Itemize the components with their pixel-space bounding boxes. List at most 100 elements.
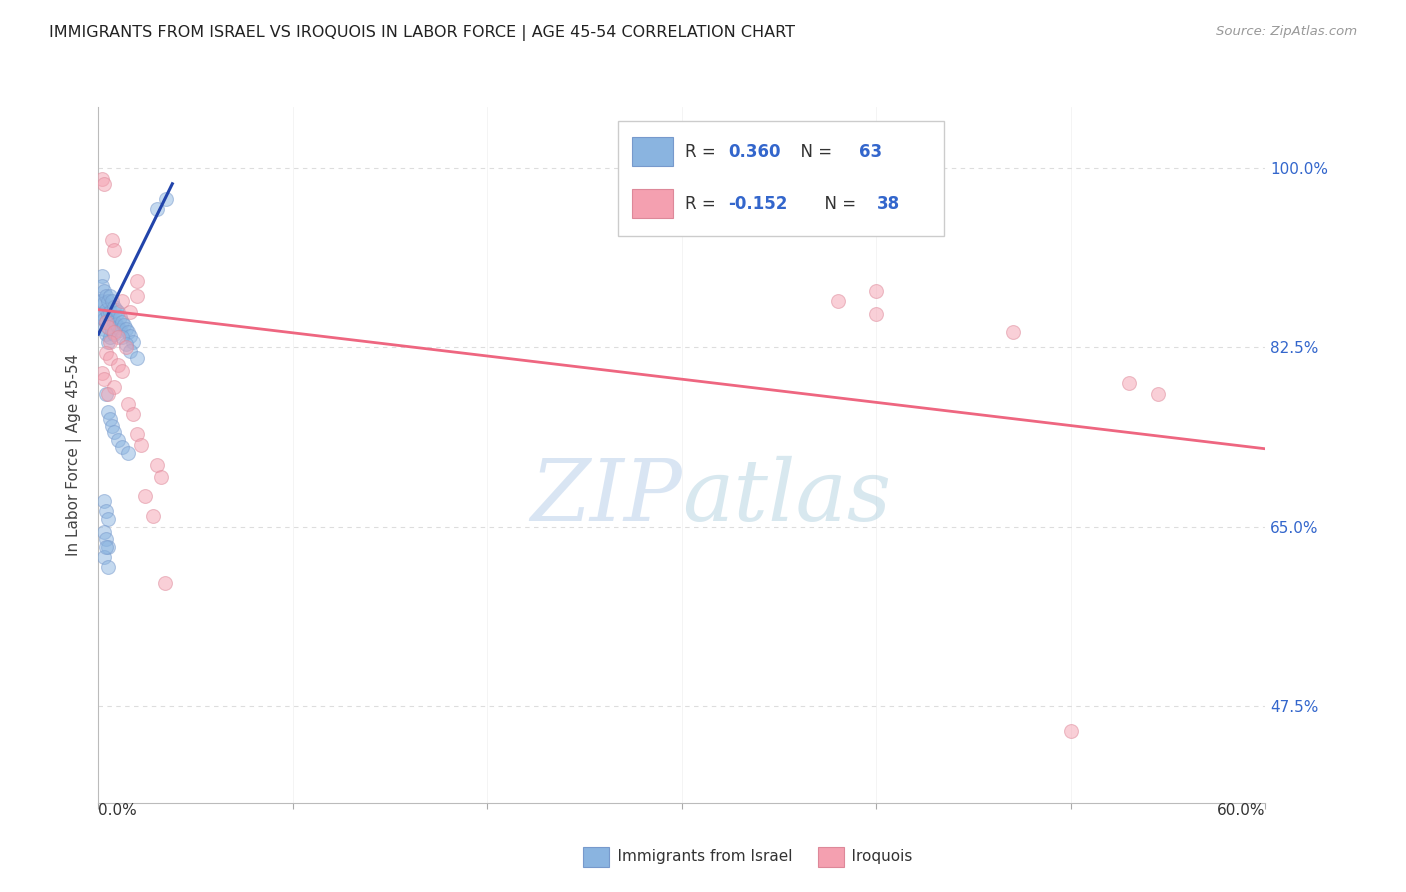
- Point: [114, 341, 136, 355]
- Point: [1001, 325, 1024, 339]
- Text: 60.0%: 60.0%: [1218, 803, 1265, 818]
- Point: [96, 386, 118, 401]
- Point: [89, 294, 111, 309]
- Point: [97, 307, 120, 321]
- Point: [111, 364, 134, 378]
- Point: [127, 351, 149, 365]
- Point: [96, 289, 118, 303]
- Point: [153, 575, 176, 590]
- Point: [103, 300, 125, 314]
- Point: [122, 335, 145, 350]
- Point: [101, 323, 124, 337]
- Point: [111, 440, 134, 454]
- Point: [98, 412, 121, 426]
- Point: [865, 284, 887, 298]
- Point: [101, 309, 124, 323]
- Point: [118, 343, 141, 358]
- Point: [97, 560, 120, 574]
- Point: [97, 405, 120, 419]
- Point: [93, 177, 115, 191]
- Point: [91, 279, 114, 293]
- Text: ZIP: ZIP: [530, 455, 682, 538]
- Point: [96, 302, 118, 317]
- Point: [107, 320, 129, 334]
- Point: [97, 386, 120, 401]
- Point: [98, 289, 121, 303]
- Point: [149, 470, 172, 484]
- Point: [103, 327, 125, 342]
- Point: [114, 337, 136, 351]
- Point: [1147, 386, 1170, 401]
- Point: [107, 330, 129, 344]
- Text: R =: R =: [685, 194, 721, 213]
- Point: [93, 550, 115, 565]
- Point: [89, 310, 111, 324]
- Text: N =: N =: [814, 194, 860, 213]
- Point: [1060, 724, 1083, 739]
- Point: [93, 296, 115, 310]
- Point: [97, 320, 120, 334]
- Point: [103, 425, 125, 440]
- Point: [103, 244, 125, 258]
- Text: 0.0%: 0.0%: [98, 803, 138, 818]
- Text: Iroquois: Iroquois: [832, 849, 912, 863]
- Point: [127, 289, 149, 303]
- Point: [107, 433, 129, 447]
- Point: [97, 512, 120, 526]
- Point: [118, 329, 141, 343]
- Point: [98, 304, 121, 318]
- Point: [101, 294, 124, 309]
- Point: [117, 325, 139, 339]
- Text: -0.152: -0.152: [728, 194, 787, 213]
- Point: [98, 351, 121, 365]
- Text: IMMIGRANTS FROM ISRAEL VS IROQUOIS IN LABOR FORCE | AGE 45-54 CORRELATION CHART: IMMIGRANTS FROM ISRAEL VS IROQUOIS IN LA…: [49, 25, 796, 41]
- Point: [96, 504, 118, 518]
- Point: [98, 330, 121, 344]
- Text: 0.360: 0.360: [728, 143, 782, 161]
- Point: [108, 323, 131, 337]
- Point: [97, 294, 120, 309]
- Point: [111, 330, 134, 344]
- Point: [96, 540, 118, 554]
- Point: [146, 202, 169, 217]
- Point: [91, 366, 114, 380]
- Text: 38: 38: [877, 194, 900, 213]
- Point: [96, 532, 118, 546]
- Point: [93, 322, 115, 336]
- Point: [91, 268, 114, 283]
- Point: [118, 304, 141, 318]
- Point: [129, 438, 152, 452]
- Point: [98, 335, 121, 350]
- FancyBboxPatch shape: [631, 189, 672, 219]
- Text: Source: ZipAtlas.com: Source: ZipAtlas.com: [1216, 25, 1357, 38]
- Point: [93, 494, 115, 508]
- Point: [103, 315, 125, 329]
- Point: [122, 407, 145, 421]
- Point: [104, 317, 127, 331]
- Point: [91, 294, 114, 309]
- Point: [107, 304, 129, 318]
- Point: [96, 315, 118, 329]
- Point: [112, 318, 135, 332]
- FancyBboxPatch shape: [617, 121, 945, 235]
- Point: [108, 310, 131, 324]
- Point: [103, 325, 125, 339]
- Point: [117, 397, 139, 411]
- Text: 63: 63: [859, 143, 883, 161]
- Point: [91, 171, 114, 186]
- Point: [96, 315, 118, 329]
- Point: [96, 345, 118, 359]
- Point: [97, 335, 120, 350]
- Point: [97, 540, 120, 554]
- Text: Immigrants from Israel: Immigrants from Israel: [598, 849, 792, 863]
- Point: [827, 294, 849, 309]
- Point: [98, 317, 121, 331]
- Point: [114, 322, 136, 336]
- Point: [117, 446, 139, 460]
- Point: [111, 315, 134, 329]
- Text: atlas: atlas: [682, 455, 891, 538]
- Text: R =: R =: [685, 143, 721, 161]
- Point: [1118, 376, 1140, 391]
- Point: [146, 458, 169, 472]
- Point: [93, 284, 115, 298]
